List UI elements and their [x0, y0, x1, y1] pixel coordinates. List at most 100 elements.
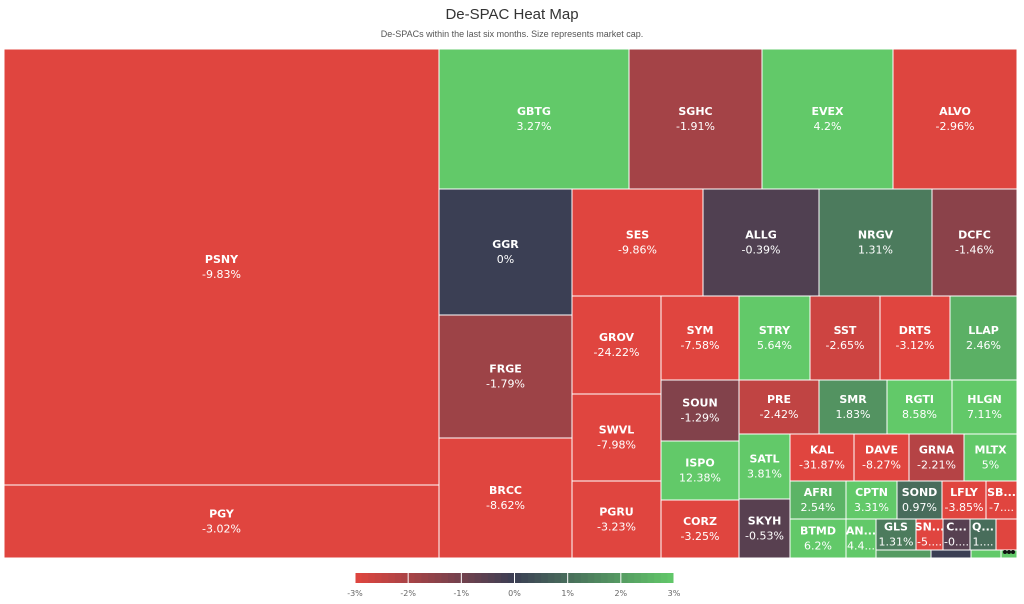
tile-kal[interactable]: KAL -31.87%	[789, 433, 855, 482]
tile-ggr[interactable]: GGR 0%	[438, 188, 573, 316]
legend-swatch	[481, 573, 489, 583]
tile-afri[interactable]: AFRI 2.54%	[789, 480, 847, 520]
tile-sond[interactable]: SOND 0.97%	[896, 480, 943, 520]
legend-swatch	[394, 573, 403, 583]
tile-change: -3.02%	[202, 523, 241, 536]
tile-change: 3.81%	[747, 468, 782, 481]
tile-change: -9.86%	[618, 244, 657, 257]
tile-ispo[interactable]: ISPO 12.38%	[660, 440, 740, 501]
tile-change: 3.27%	[517, 120, 552, 133]
tile-llap[interactable]: LLAP 2.46%	[949, 295, 1018, 381]
tile-cptn[interactable]: CPTN 3.31%	[845, 480, 898, 520]
tile-allg[interactable]: ALLG -0.39%	[702, 188, 820, 297]
legend-swatch	[441, 573, 449, 583]
tile-rect	[908, 433, 965, 482]
tile-ticker: BTMD	[800, 525, 836, 538]
legend-swatch	[414, 573, 422, 583]
legend-swatch	[374, 573, 383, 583]
legend-swatch	[647, 573, 655, 583]
tile-rect	[628, 48, 763, 190]
tile-q[interactable]: Q... 1....	[969, 518, 997, 551]
tile-alvo[interactable]: ALVO -2.96%	[892, 48, 1018, 190]
legend-tick-label: 1%	[561, 589, 574, 598]
tile-c[interactable]: C... -0....	[942, 518, 971, 551]
tile-rect	[660, 295, 740, 381]
tile-soun[interactable]: SOUN -1.29%	[660, 379, 740, 442]
tile-change: 4.4...	[847, 540, 875, 553]
tile-dcfc[interactable]: DCFC -1.46%	[931, 188, 1018, 297]
tile-unnamed-45[interactable]	[995, 518, 1018, 551]
tile-grov[interactable]: GROV -24.22%	[571, 295, 662, 395]
tile-unnamed-47[interactable]	[930, 549, 972, 559]
tile-ticker: SST	[834, 324, 857, 337]
legend-swatch	[474, 573, 482, 583]
legend-swatch	[461, 573, 469, 583]
legend-tick-label: -2%	[400, 589, 416, 598]
tile-gls[interactable]: GLS 1.31%	[875, 518, 917, 551]
tile-pgru[interactable]: PGRU -3.23%	[571, 480, 662, 559]
tile-ticker: GBTG	[517, 105, 551, 118]
tile-frge[interactable]: FRGE -1.79%	[438, 314, 573, 439]
tile-ticker: SYM	[687, 324, 714, 337]
chart-title: De-SPAC Heat Map	[445, 6, 579, 23]
tile-pre[interactable]: PRE -2.42%	[738, 379, 820, 435]
tile-sghc[interactable]: SGHC -1.91%	[628, 48, 763, 190]
tile-swvl[interactable]: SWVL -7.98%	[571, 393, 662, 482]
tile-btmd[interactable]: BTMD 6.2%	[789, 518, 847, 559]
tile-sn[interactable]: SN... -5....	[915, 518, 945, 551]
legend-swatch	[507, 573, 515, 583]
tile-ticker: SKYH	[748, 515, 782, 528]
legend-swatch	[487, 573, 496, 583]
tile-drts[interactable]: DRTS -3.12%	[879, 295, 951, 381]
tile-skyh[interactable]: SKYH -0.53%	[738, 498, 791, 559]
tile-dave[interactable]: DAVE -8.27%	[853, 433, 910, 482]
legend-tick-label: -1%	[454, 589, 470, 598]
legend-swatch	[355, 573, 363, 583]
tile-psny[interactable]: PSNY -9.83%	[3, 48, 440, 486]
legend-swatch	[534, 573, 542, 583]
tile-rect	[571, 480, 662, 559]
tile-rect	[930, 549, 972, 559]
tile-gbtg[interactable]: GBTG 3.27%	[438, 48, 630, 190]
legend-swatch	[640, 573, 648, 583]
tile-sst[interactable]: SST -2.65%	[809, 295, 881, 381]
tile-brcc[interactable]: BRCC -8.62%	[438, 437, 573, 559]
tile-ticker: ISPO	[685, 457, 714, 470]
tile-change: 0%	[497, 253, 514, 266]
tile-grna[interactable]: GRNA -2.21%	[908, 433, 965, 482]
tile-hlgn[interactable]: HLGN 7.11%	[951, 379, 1018, 435]
tile-change: -0.53%	[745, 530, 784, 543]
tile-ticker: AN...	[846, 525, 876, 538]
tile-sym[interactable]: SYM -7.58%	[660, 295, 740, 381]
tile-rect	[571, 295, 662, 395]
legend-tick-label: 2%	[614, 589, 627, 598]
legend-swatch	[428, 573, 436, 583]
tile-change: 3.31%	[854, 501, 889, 514]
tile-satl[interactable]: SATL 3.81%	[738, 433, 791, 500]
legend-swatch	[607, 573, 615, 583]
tile-ticker: GROV	[599, 331, 635, 344]
tile-change: 8.58%	[902, 408, 937, 421]
legend-swatch	[521, 573, 529, 583]
tile-mltx[interactable]: MLTX 5%	[963, 433, 1018, 482]
tile-ticker: SATL	[749, 453, 779, 466]
tile-unnamed-46[interactable]	[875, 549, 932, 559]
tile-smr[interactable]: SMR 1.83%	[818, 379, 888, 435]
tile-rect	[571, 188, 704, 297]
tile-sb[interactable]: SB... -7....	[985, 480, 1018, 520]
legend-swatch	[421, 573, 429, 583]
tile-ticker: DCFC	[958, 229, 991, 242]
tile-evex[interactable]: EVEX 4.2%	[761, 48, 894, 190]
tile-an[interactable]: AN... 4.4...	[845, 518, 877, 559]
tile-lfly[interactable]: LFLY -3.85%	[941, 480, 987, 520]
tile-nrgv[interactable]: NRGV 1.31%	[818, 188, 933, 297]
tile-pgy[interactable]: PGY -3.02%	[3, 484, 440, 559]
tile-stry[interactable]: STRY 5.64%	[738, 295, 811, 381]
tile-unnamed-48[interactable]	[970, 549, 1002, 559]
tile-ticker: C...	[946, 521, 967, 534]
tile-change: -3.23%	[597, 521, 636, 534]
tile-corz[interactable]: CORZ -3.25%	[660, 499, 740, 559]
tile-rgti[interactable]: RGTI 8.58%	[886, 379, 953, 435]
tile-ticker: SOUN	[682, 397, 717, 410]
tile-ses[interactable]: SES -9.86%	[571, 188, 704, 297]
